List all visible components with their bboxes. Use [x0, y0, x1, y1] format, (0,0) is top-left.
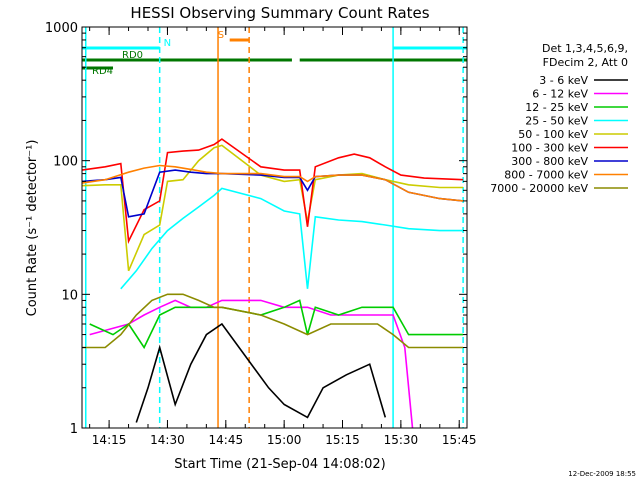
- x-tick-label: 15:45: [442, 433, 477, 447]
- x-tick-label: 14:15: [92, 433, 127, 447]
- flag-label: N: [164, 38, 171, 49]
- series-line: [81, 293, 464, 349]
- legend-header-line-2: FDecim 2, Att 0: [543, 56, 628, 69]
- flag-label: S: [218, 30, 224, 41]
- legend-header-line-1: Det 1,3,4,5,6,9,: [542, 42, 628, 55]
- x-tick-label: 15:15: [325, 433, 360, 447]
- legend-label: 3 - 6 keV: [539, 74, 588, 87]
- series-line: [81, 164, 464, 202]
- y-tick-label: 1: [70, 422, 78, 437]
- legend-label: 100 - 300 keV: [511, 142, 588, 155]
- series-line: [135, 322, 387, 423]
- x-tick-label: 15:30: [384, 433, 419, 447]
- x-tick-label: 14:30: [150, 433, 185, 447]
- y-tick-label: 1000: [45, 21, 78, 36]
- legend-label: 800 - 7000 keV: [504, 169, 588, 182]
- chart-title: HESSI Observing Summary Count Rates: [130, 4, 429, 22]
- legend-label: 12 - 25 keV: [525, 101, 588, 114]
- legend-label: 25 - 50 keV: [525, 115, 588, 128]
- series-line: [81, 138, 464, 244]
- x-tick-label: 15:00: [267, 433, 302, 447]
- axis-layer: 14:15 14:30 14:45 15:00 15:15 15:30 15:45 1 10 10…: [45, 21, 477, 447]
- x-tick-label: 14:45: [209, 433, 244, 447]
- plot-frame: [81, 26, 468, 429]
- legend-label: 50 - 100 keV: [518, 128, 588, 141]
- y-tick-label: 10: [61, 288, 78, 303]
- y-axis-label: Count Rate (s⁻¹ detector⁻¹): [25, 140, 40, 317]
- x-axis-label: Start Time (21-Sep-04 14:08:02): [174, 457, 385, 472]
- legend-label: 6 - 12 keV: [532, 88, 588, 101]
- series-layer: [81, 138, 464, 429]
- flag-label: RD4: [92, 66, 113, 77]
- legend-label: 300 - 800 keV: [511, 155, 588, 168]
- series-line: [89, 299, 414, 429]
- flag-layer: N S RD0 RD4: [82, 30, 467, 77]
- legend-label: 7000 - 20000 keV: [490, 182, 588, 195]
- series-line: [120, 187, 464, 290]
- flag-label: RD0: [122, 50, 143, 61]
- y-tick-label: 100: [53, 155, 78, 170]
- footer-timestamp: 12-Dec-2009 18:55: [568, 470, 636, 478]
- legend: Det 1,3,4,5,6,9, FDecim 2, Att 0 3 - 6 k…: [490, 42, 628, 195]
